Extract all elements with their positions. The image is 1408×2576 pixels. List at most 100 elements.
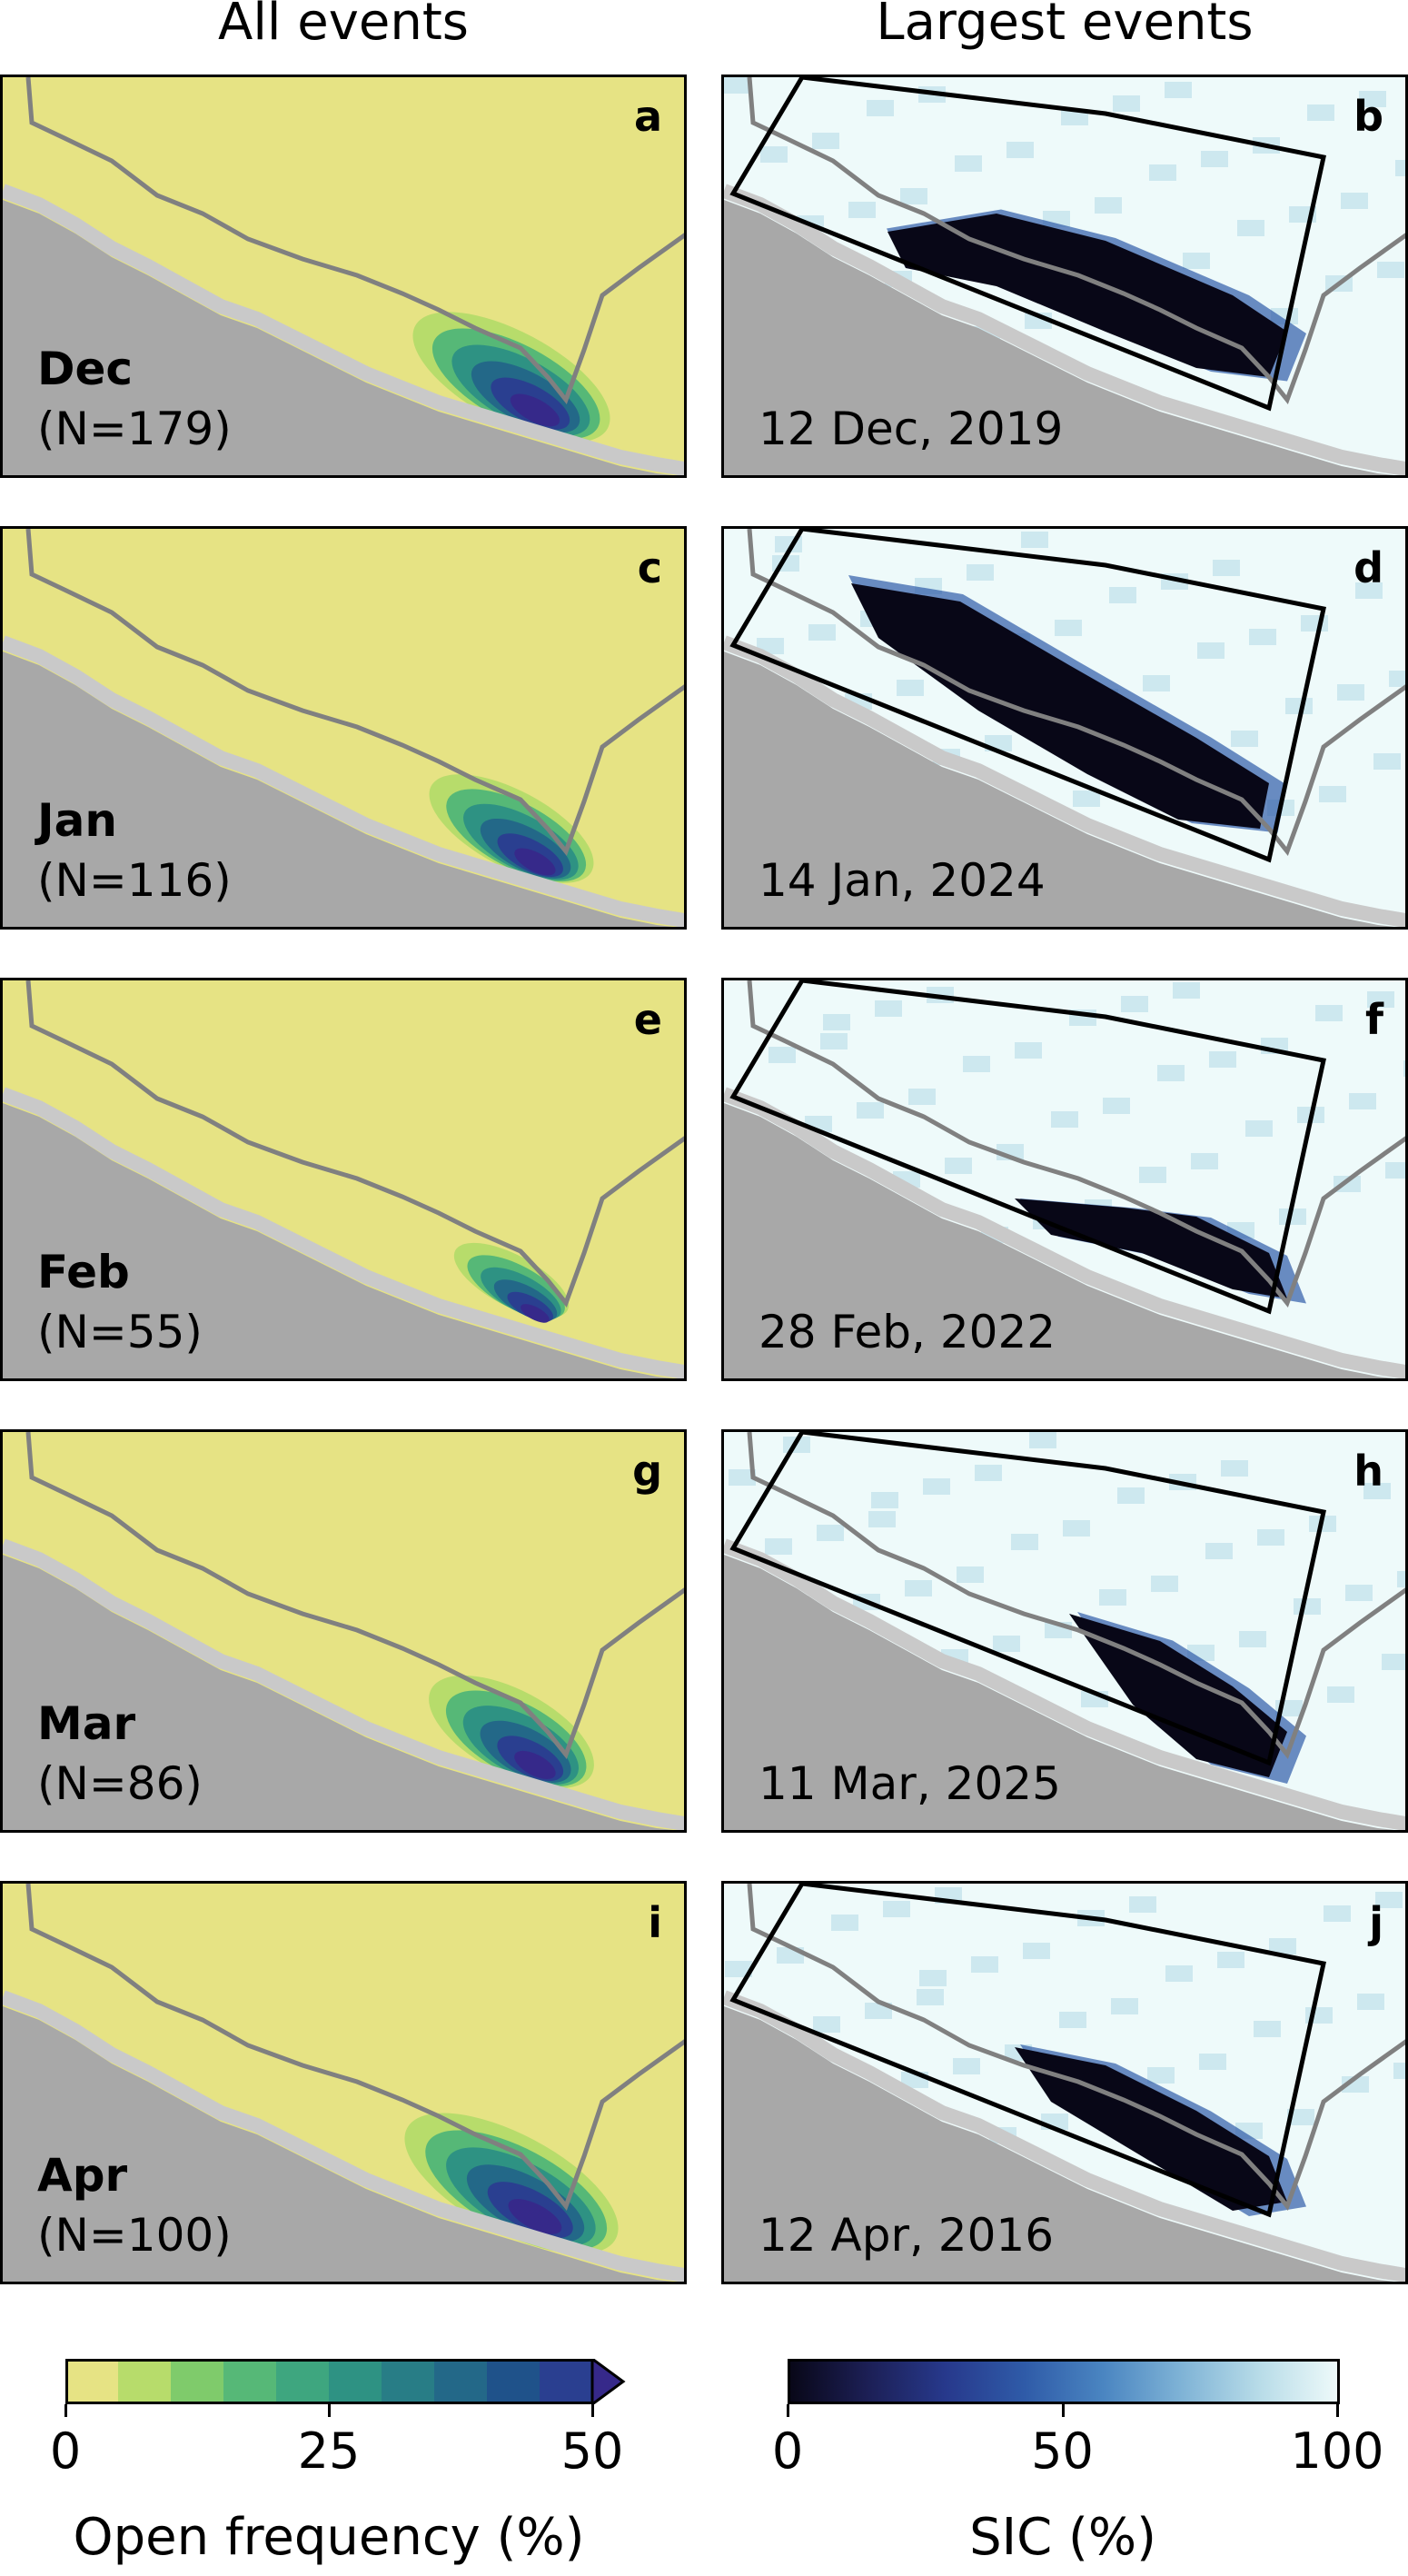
sic-cell xyxy=(1231,731,1258,747)
ice-shelf-edge xyxy=(3,1087,684,1378)
sic-cell xyxy=(1307,104,1334,121)
event-date: 12 Apr, 2016 xyxy=(759,2209,1055,2262)
colorbar-segment xyxy=(223,2359,277,2404)
colorbar-tick-label: 50 xyxy=(1031,2422,1094,2480)
frequency-contour xyxy=(508,2199,562,2234)
sic-cell xyxy=(917,1989,944,2005)
colorbar-tick-label: 25 xyxy=(297,2422,361,2480)
colorbar-tick-label: 100 xyxy=(1290,2422,1384,2480)
largest-event-panel-f: f 28 Feb, 2022 xyxy=(721,978,1408,1381)
sic-cell xyxy=(897,680,924,696)
sic-cell xyxy=(955,155,982,172)
sic-cell xyxy=(857,1102,884,1119)
polynya xyxy=(1015,2047,1287,2211)
sic-cell xyxy=(1315,1005,1343,1021)
largest-event-panel-h: h 11 Mar, 2025 xyxy=(721,1429,1408,1833)
all-events-panel-g: g Mar (N=86) xyxy=(0,1429,687,1833)
ice-shelf-edge xyxy=(724,1087,1405,1378)
region-box xyxy=(729,1884,1326,2218)
event-date: 28 Feb, 2022 xyxy=(759,1306,1056,1358)
sic-cell xyxy=(1059,2012,1086,2028)
sic-cell xyxy=(760,146,788,163)
colorbar-tick xyxy=(1336,2404,1339,2417)
sic-cell xyxy=(1249,629,1276,645)
bathymetry-contour xyxy=(747,1432,1405,1760)
sic-cell xyxy=(1373,753,1401,770)
month-label: Dec xyxy=(37,343,134,395)
month-label: Apr xyxy=(37,2149,128,2202)
sic-cell xyxy=(975,1465,1002,1481)
sic-cell xyxy=(1393,2063,1405,2079)
polynya xyxy=(1069,1614,1287,1777)
event-date: 14 Jan, 2024 xyxy=(759,854,1046,907)
panel-label: a xyxy=(633,92,662,141)
sic-cell xyxy=(867,100,894,116)
all-events-map xyxy=(3,980,684,1378)
sic-cell xyxy=(1055,620,1082,636)
colorbar-gradient xyxy=(788,2359,1340,2404)
sic-cell xyxy=(945,1158,972,1174)
sic-cell xyxy=(1363,1483,1391,1499)
frequency-contour xyxy=(514,1750,556,1779)
colorbar-segment xyxy=(540,2359,593,2404)
ice-shelf-edge xyxy=(3,1990,684,2282)
sic-cell xyxy=(1095,197,1122,214)
sic-map xyxy=(724,980,1405,1378)
ice-shelf-edge xyxy=(3,1538,684,1830)
panel-label: i xyxy=(648,1898,662,1947)
sic-cell xyxy=(1349,1093,1376,1109)
panel-label: h xyxy=(1353,1447,1383,1496)
sic-cell xyxy=(1319,786,1346,802)
sic-cell xyxy=(1117,1487,1145,1504)
ice-shelf-edge xyxy=(3,184,684,475)
event-count: (N=86) xyxy=(37,1757,203,1810)
colorbar-segment xyxy=(118,2359,172,2404)
land-mass xyxy=(724,651,1394,927)
ice-shelf-edge xyxy=(724,184,1405,475)
sic-cell xyxy=(1015,1042,1042,1059)
sic-map xyxy=(724,1432,1405,1830)
sic-cell xyxy=(1221,1460,1248,1477)
largest-event-panel-b: b 12 Dec, 2019 xyxy=(721,75,1408,478)
sic-cell xyxy=(813,2016,840,2033)
sic-map xyxy=(724,77,1405,475)
sic-cell xyxy=(868,1511,896,1527)
sic-cell xyxy=(1191,1153,1218,1169)
sic-cell xyxy=(1403,1060,1405,1077)
bathymetry-contour xyxy=(747,529,1405,857)
sic-cell xyxy=(1367,991,1394,1008)
panel-label: e xyxy=(633,995,662,1044)
sic-cell xyxy=(1151,1576,1178,1592)
sic-cell xyxy=(1149,164,1176,181)
sic-cell xyxy=(1254,2021,1281,2037)
sic-cell xyxy=(1197,642,1225,659)
sic-cell xyxy=(1359,91,1386,107)
open-frequency-colorbar-bar xyxy=(65,2359,626,2404)
sic-cell xyxy=(1006,142,1034,158)
sic-cell xyxy=(971,1956,998,1973)
sic-cell xyxy=(1213,560,1240,576)
sic-cell xyxy=(1183,253,1210,269)
ice-shelf-edge xyxy=(724,1538,1405,1830)
month-label: Feb xyxy=(37,1246,130,1298)
sic-map xyxy=(724,529,1405,927)
event-count: (N=116) xyxy=(37,854,232,907)
sic-cell xyxy=(1357,1994,1384,2010)
sic-cell xyxy=(1173,982,1200,999)
sic-cell xyxy=(871,1492,898,1508)
all-events-panel-a: a Dec (N=179) xyxy=(0,75,687,478)
sic-cell xyxy=(725,1961,752,1977)
sic-cell xyxy=(1111,1998,1138,2014)
all-events-map xyxy=(3,1432,684,1830)
frequency-contour xyxy=(514,848,556,876)
colorbar-segment xyxy=(487,2359,540,2404)
land-mass xyxy=(3,2006,674,2282)
panel-label: b xyxy=(1353,92,1383,141)
sic-cell xyxy=(765,1538,792,1555)
panel-label: c xyxy=(637,543,662,592)
all-events-panel-e: e Feb (N=55) xyxy=(0,978,687,1381)
sic-cell xyxy=(808,624,836,641)
largest-event-panel-d: d 14 Jan, 2024 xyxy=(721,526,1408,930)
sic-cell xyxy=(963,1056,990,1072)
sic-cell xyxy=(1063,1520,1090,1537)
